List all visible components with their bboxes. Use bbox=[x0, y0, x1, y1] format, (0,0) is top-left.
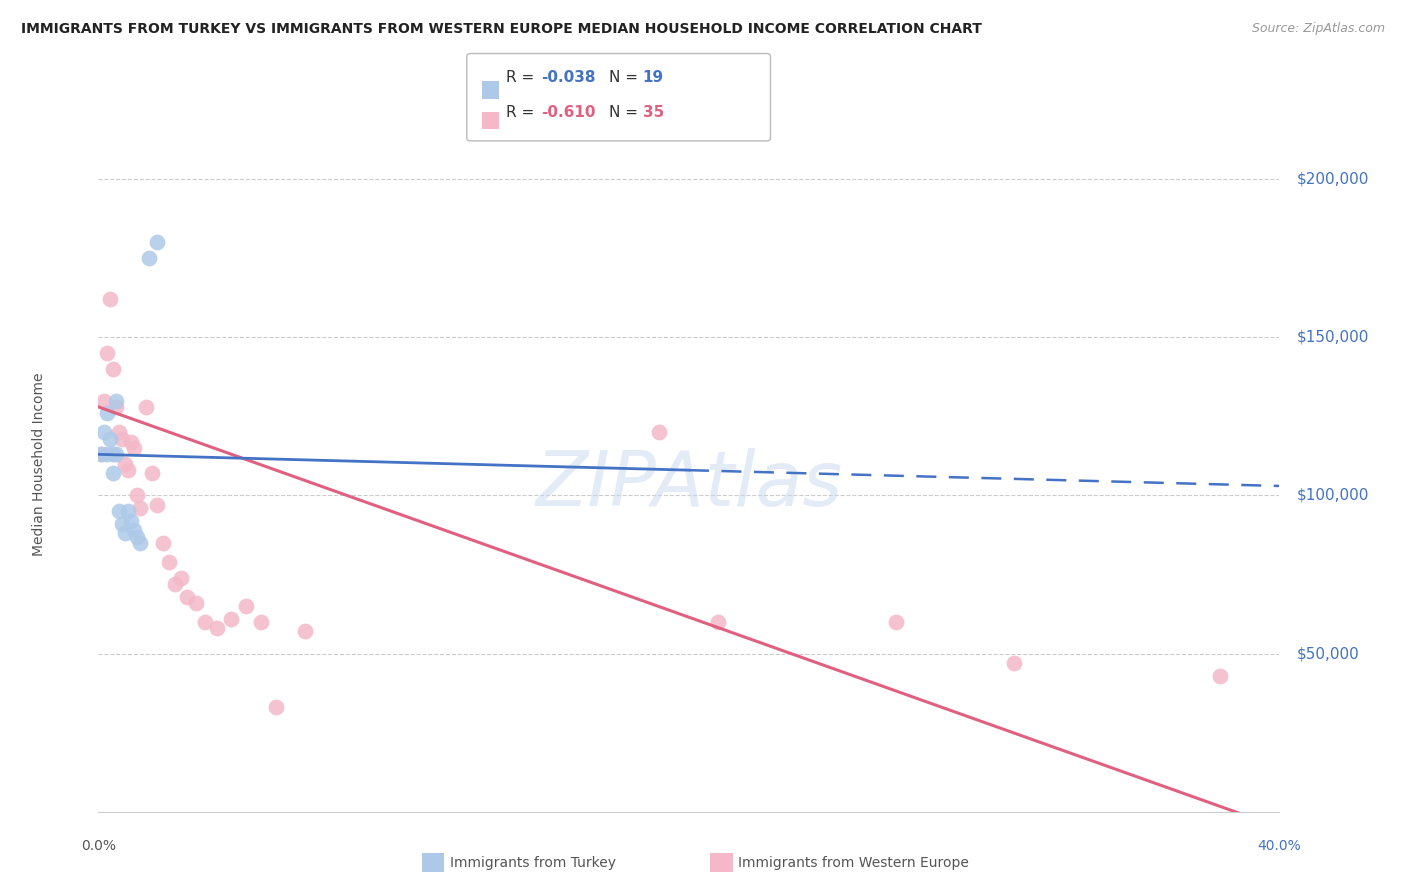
Point bbox=[103, 467, 125, 481]
Point bbox=[157, 555, 180, 569]
Point bbox=[128, 536, 150, 550]
Point bbox=[648, 425, 671, 440]
Text: Median Household Income: Median Household Income bbox=[32, 372, 46, 556]
Text: $50,000: $50,000 bbox=[1298, 646, 1360, 661]
Text: Source: ZipAtlas.com: Source: ZipAtlas.com bbox=[1251, 22, 1385, 36]
Point bbox=[105, 393, 128, 408]
Point bbox=[146, 498, 169, 512]
Point bbox=[1002, 656, 1025, 670]
Point bbox=[93, 393, 115, 408]
Point bbox=[96, 406, 118, 420]
Point bbox=[1209, 669, 1232, 683]
Point bbox=[141, 467, 163, 481]
Point bbox=[235, 599, 257, 614]
Point bbox=[114, 457, 136, 471]
Text: Immigrants from Western Europe: Immigrants from Western Europe bbox=[738, 855, 969, 870]
Point bbox=[108, 425, 131, 440]
Point bbox=[103, 362, 125, 376]
Point bbox=[707, 615, 730, 629]
Point bbox=[111, 516, 134, 531]
Point bbox=[138, 252, 160, 266]
Point bbox=[170, 571, 193, 585]
Point bbox=[120, 514, 142, 528]
Point bbox=[105, 447, 128, 461]
Text: 35: 35 bbox=[643, 105, 664, 120]
Point bbox=[205, 621, 228, 635]
Point bbox=[117, 463, 139, 477]
Point bbox=[264, 700, 287, 714]
Point bbox=[135, 400, 157, 414]
Point bbox=[219, 612, 242, 626]
Point bbox=[120, 434, 142, 449]
Text: Immigrants from Turkey: Immigrants from Turkey bbox=[450, 855, 616, 870]
Point bbox=[250, 615, 273, 629]
Point bbox=[93, 425, 115, 440]
Point bbox=[103, 447, 125, 461]
Point bbox=[98, 293, 121, 307]
Point bbox=[90, 447, 112, 461]
Text: 40.0%: 40.0% bbox=[1257, 839, 1302, 853]
Text: $100,000: $100,000 bbox=[1298, 488, 1369, 503]
Point bbox=[176, 590, 198, 604]
Text: ZIPAtlas: ZIPAtlas bbox=[536, 448, 842, 522]
Text: $200,000: $200,000 bbox=[1298, 172, 1369, 186]
Point bbox=[294, 624, 316, 639]
Point bbox=[122, 523, 145, 537]
Point bbox=[152, 536, 174, 550]
Point bbox=[98, 432, 121, 446]
Point bbox=[128, 501, 150, 516]
Point bbox=[125, 530, 148, 544]
Point bbox=[108, 504, 131, 518]
Text: 0.0%: 0.0% bbox=[82, 839, 115, 853]
Point bbox=[194, 615, 217, 629]
Text: IMMIGRANTS FROM TURKEY VS IMMIGRANTS FROM WESTERN EUROPE MEDIAN HOUSEHOLD INCOME: IMMIGRANTS FROM TURKEY VS IMMIGRANTS FRO… bbox=[21, 22, 981, 37]
Text: -0.610: -0.610 bbox=[541, 105, 596, 120]
Text: $150,000: $150,000 bbox=[1298, 330, 1369, 345]
Text: N =: N = bbox=[609, 105, 643, 120]
Text: 19: 19 bbox=[643, 70, 664, 85]
Point bbox=[117, 504, 139, 518]
Point bbox=[114, 526, 136, 541]
Text: R =: R = bbox=[506, 70, 540, 85]
Point bbox=[125, 488, 148, 502]
Point bbox=[90, 447, 112, 461]
Point bbox=[884, 615, 907, 629]
Point bbox=[184, 596, 207, 610]
Point bbox=[105, 400, 128, 414]
Point bbox=[96, 447, 118, 461]
Point bbox=[96, 346, 118, 360]
Text: -0.038: -0.038 bbox=[541, 70, 596, 85]
Text: R =: R = bbox=[506, 105, 540, 120]
Text: N =: N = bbox=[609, 70, 643, 85]
Point bbox=[122, 441, 145, 455]
Point bbox=[165, 577, 187, 591]
Point bbox=[111, 432, 134, 446]
Point bbox=[146, 235, 169, 250]
